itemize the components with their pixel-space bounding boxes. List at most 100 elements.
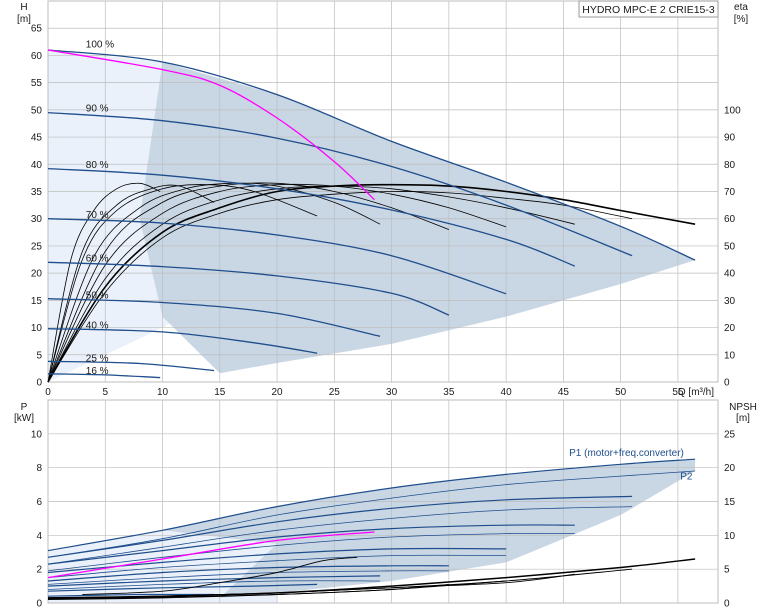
power-axis-label-symbol: P (21, 402, 28, 413)
npsh-axis-label-symbol: NPSH (729, 402, 757, 413)
power-series-label: P2 (680, 472, 693, 483)
eta-curve (47, 183, 696, 383)
y-tick-label: 10 (31, 323, 43, 334)
speed-label: 70 % (86, 210, 109, 221)
speed-label: 50 % (86, 291, 109, 302)
plot-frame (47, 0, 719, 383)
p2-curve (47, 532, 575, 572)
head-axis-label-unit: [m] (17, 14, 31, 25)
p2-curve (47, 570, 449, 585)
p1-curve (47, 593, 215, 597)
y2-tick-label: 10 (724, 531, 736, 542)
npsh-curve (82, 556, 358, 595)
eta-curve (47, 182, 450, 383)
x-tick-label: 0 (45, 387, 51, 398)
npsh-curve (47, 583, 449, 601)
p1-curve (47, 583, 318, 592)
y-tick-label: 65 (31, 24, 43, 35)
y-tick-label: 2 (36, 565, 42, 576)
y-tick-label: 50 (31, 105, 43, 116)
speed-label: 60 % (86, 254, 109, 265)
p2-curve (47, 554, 507, 578)
x-tick-label: 55 (672, 387, 684, 398)
y-tick-label: 0 (36, 599, 42, 610)
head-curve (47, 328, 318, 354)
y2-tick-label: 15 (724, 497, 736, 508)
y-tick-label: 6 (36, 497, 42, 508)
head-curve (47, 167, 576, 267)
y2-tick-label: 90 (724, 133, 736, 144)
y2-tick-label: 30 (724, 296, 736, 307)
y-tick-label: 15 (31, 296, 43, 307)
y-tick-label: 35 (31, 187, 43, 198)
speed-label: 40 % (86, 321, 109, 332)
x-tick-label: 5 (102, 387, 108, 398)
x-tick-label: 20 (271, 387, 283, 398)
y-tick-label: 0 (36, 378, 42, 389)
x-tick-label: 50 (615, 387, 627, 398)
y-tick-label: 5 (36, 350, 42, 361)
system-curve (47, 49, 375, 201)
y2-tick-label: 50 (724, 241, 736, 252)
plot-frame (47, 399, 719, 604)
eta-curve (47, 191, 633, 383)
npsh-curve (47, 573, 575, 599)
head-curve (47, 373, 161, 379)
y-tick-label: 55 (31, 78, 43, 89)
x-tick-label: 10 (157, 387, 169, 398)
head-curve (47, 298, 381, 337)
p1-curve (47, 495, 633, 558)
y-tick-label: 40 (31, 160, 43, 171)
x-tick-label: 45 (558, 387, 570, 398)
x-tick-label: 15 (214, 387, 226, 398)
y2-tick-label: 80 (724, 160, 736, 171)
x-tick-label: 35 (443, 387, 455, 398)
eta-curve (47, 184, 318, 383)
eta-curve (47, 182, 381, 383)
p2-curve (47, 506, 633, 565)
y-tick-label: 8 (36, 463, 42, 474)
eta-curve (47, 184, 215, 383)
y2-tick-label: 0 (724, 378, 730, 389)
npsh-axis-label-unit: [m] (736, 413, 750, 424)
y2-tick-label: 20 (724, 323, 736, 334)
p1-curve (47, 565, 449, 582)
y2-tick-label: 25 (724, 429, 736, 440)
y-tick-label: 4 (36, 531, 42, 542)
y-tick-label: 20 (31, 269, 43, 280)
chart-title: HYDRO MPC-E 2 CRIE15-3 (582, 4, 715, 16)
y2-tick-label: 5 (724, 565, 730, 576)
power-series-label: P1 (motor+freq.converter) (569, 448, 684, 459)
y2-tick-label: 40 (724, 269, 736, 280)
speed-label: 90 % (86, 103, 109, 114)
speed-label: 25 % (86, 353, 109, 364)
power-region-dark (162, 459, 696, 598)
power-axis-label-unit: [kW] (14, 413, 34, 424)
y-tick-label: 30 (31, 214, 43, 225)
p1-curve (47, 575, 381, 587)
eta-axis-label-symbol: eta (734, 2, 748, 13)
y-tick-label: 10 (31, 429, 43, 440)
y-tick-label: 45 (31, 133, 43, 144)
head-axis-label-symbol: H (20, 2, 27, 13)
x-tick-label: 30 (386, 387, 398, 398)
y2-tick-label: 60 (724, 214, 736, 225)
y2-tick-label: 20 (724, 463, 736, 474)
speed-label: 100 % (86, 39, 114, 50)
head-curve (47, 49, 696, 261)
speed-label: 16 % (86, 366, 109, 377)
head-curve (47, 261, 450, 316)
flow-axis-label: Q [m³/h] (678, 387, 714, 398)
head-curve (47, 360, 215, 372)
y-tick-label: 60 (31, 51, 43, 62)
p1-curve (47, 458, 696, 552)
y-tick-label: 25 (31, 241, 43, 252)
x-tick-label: 40 (501, 387, 513, 398)
eta-axis-label-unit: [%] (734, 14, 749, 25)
p2-curve (47, 470, 696, 558)
eta-curve (47, 183, 507, 383)
y2-tick-label: 70 (724, 187, 736, 198)
head-curve (47, 111, 633, 257)
y2-tick-label: 0 (724, 599, 730, 610)
